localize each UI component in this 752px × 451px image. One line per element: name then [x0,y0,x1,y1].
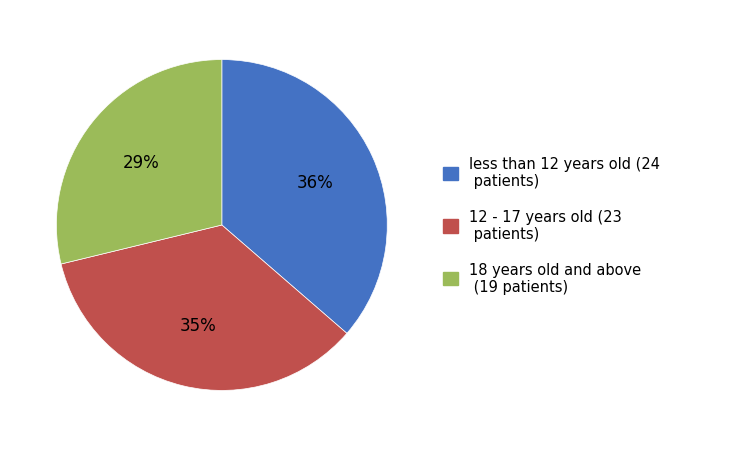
Text: 35%: 35% [179,316,216,334]
Legend: less than 12 years old (24
 patients), 12 - 17 years old (23
 patients), 18 year: less than 12 years old (24 patients), 12… [436,149,668,302]
Wedge shape [222,60,387,334]
Wedge shape [56,60,222,264]
Wedge shape [61,226,347,391]
Text: 36%: 36% [297,174,334,192]
Text: 29%: 29% [123,153,159,171]
